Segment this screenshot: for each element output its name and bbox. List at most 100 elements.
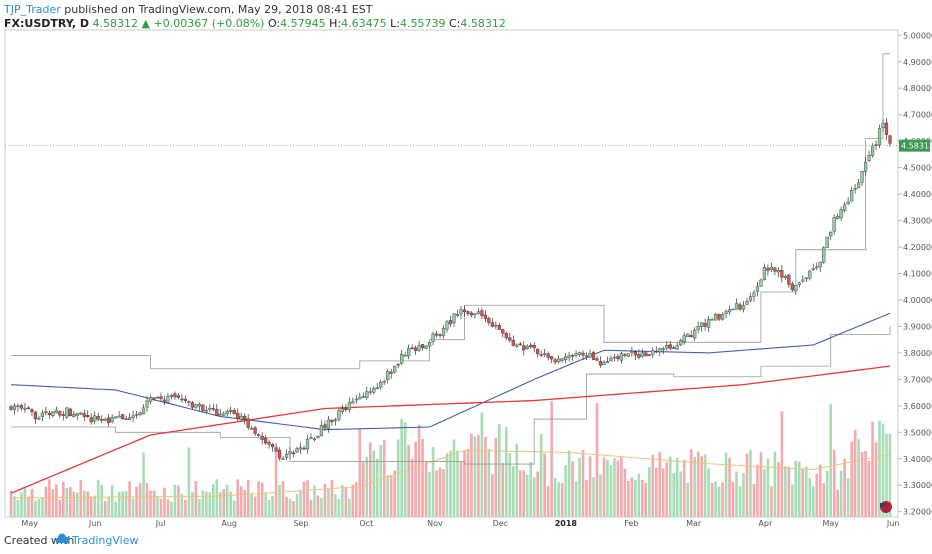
candle-body: [797, 282, 801, 285]
candle-body: [323, 424, 327, 429]
candle-body: [30, 409, 34, 413]
volume-bar: [41, 497, 44, 517]
volume-bar: [393, 470, 396, 517]
volume-bar: [735, 471, 738, 517]
candle-body: [494, 324, 498, 327]
candle-body: [145, 400, 149, 408]
candle-body: [190, 402, 194, 408]
volume-bar: [337, 498, 341, 517]
candle-body: [271, 444, 275, 448]
volume-bar: [578, 457, 581, 517]
candle-body: [337, 410, 341, 420]
candle-body: [281, 458, 285, 461]
candle-body: [368, 391, 372, 393]
volume-bar: [445, 453, 449, 517]
volume-bar: [368, 442, 372, 517]
candle-body: [473, 313, 477, 316]
volume-bar: [466, 448, 470, 517]
volume-bar: [784, 466, 787, 517]
candle-body: [246, 418, 250, 428]
candle-body: [347, 402, 351, 411]
volume-bar: [564, 465, 567, 517]
volume-bar: [93, 495, 97, 517]
volume-bar: [288, 498, 292, 517]
candle-body: [525, 346, 529, 349]
candle-body: [187, 400, 191, 403]
volume-bar: [166, 499, 170, 517]
volume-bar: [358, 427, 362, 517]
volume-bar: [648, 467, 651, 517]
candle-body: [839, 209, 843, 219]
candle-body: [180, 398, 184, 401]
candle-body: [515, 344, 519, 347]
volume-bar: [327, 488, 330, 517]
volume-bar: [791, 484, 794, 517]
volume-bar: [295, 493, 299, 517]
candle-body: [382, 380, 386, 383]
volume-bar: [609, 465, 613, 517]
x-tick-label: 2018: [555, 519, 578, 528]
candle-body: [197, 404, 201, 407]
candle-body: [253, 427, 257, 434]
volume-bar: [815, 473, 819, 517]
candle-body: [298, 447, 303, 450]
candle-body: [843, 204, 847, 211]
candle-body: [700, 322, 704, 327]
candle-body: [386, 371, 390, 380]
volume-bar: [407, 444, 410, 517]
volume-bar: [403, 422, 407, 517]
volume-bar: [808, 478, 812, 517]
author-link[interactable]: TJP_Trader: [4, 3, 61, 16]
volume-bar: [693, 456, 696, 517]
volume-bar: [864, 451, 867, 517]
candle-body: [877, 128, 882, 146]
candle-body: [211, 408, 215, 410]
candle-body: [682, 335, 686, 342]
candle-body: [424, 345, 428, 349]
candle-body: [201, 404, 205, 411]
candle-body: [236, 412, 240, 419]
candle-body: [773, 267, 777, 272]
candle-body: [19, 405, 24, 409]
volume-bar: [58, 499, 62, 517]
volume-bar: [599, 474, 602, 517]
candle-body: [400, 353, 404, 364]
candle-body: [176, 395, 181, 398]
volume-bar: [13, 496, 16, 517]
candle-body: [316, 435, 320, 439]
last-price-label: 4.58312: [901, 142, 932, 151]
last-price-badge: [899, 139, 930, 152]
volume-bar: [689, 449, 693, 517]
volume-bar: [794, 460, 798, 517]
volume-bar: [292, 501, 295, 517]
volume-bar: [355, 482, 358, 517]
candle-body: [553, 359, 557, 363]
volume-bar: [508, 453, 512, 517]
candle-body: [89, 417, 93, 423]
low-value: 4.55739: [399, 17, 446, 30]
candle-body: [546, 353, 550, 358]
candle-body: [588, 353, 592, 358]
tradingview-cloud-icon[interactable]: [54, 533, 70, 548]
volume-bar: [86, 491, 90, 517]
volume-bar: [442, 469, 445, 517]
tradingview-brand[interactable]: TradingView: [72, 534, 139, 547]
candle-body: [407, 348, 411, 357]
volume-bar: [100, 484, 103, 517]
candle-body: [117, 415, 121, 418]
volume-bar: [560, 483, 564, 517]
candle-body: [166, 396, 170, 403]
candle-body: [759, 279, 763, 287]
candle-body: [752, 292, 756, 297]
published-text: published on TradingView.com, May 29, 20…: [64, 3, 373, 16]
candle-body: [173, 393, 177, 398]
candle-body: [61, 414, 65, 416]
volume-bar: [299, 490, 302, 517]
candle-body: [707, 319, 711, 328]
volume-bar: [487, 448, 491, 517]
volume-bar: [438, 467, 442, 517]
volume-bar: [89, 496, 93, 517]
candle-body: [243, 415, 247, 420]
y-tick-label: 4.30000: [903, 217, 932, 226]
